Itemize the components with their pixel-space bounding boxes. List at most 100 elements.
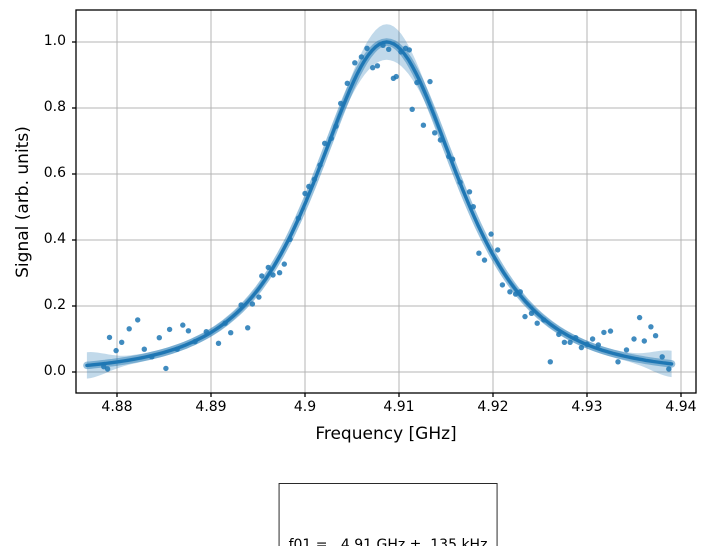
- data-point: [432, 130, 438, 136]
- grid-lines: [76, 10, 696, 393]
- data-point: [380, 42, 386, 48]
- data-point: [352, 60, 358, 66]
- data-point: [192, 338, 198, 345]
- data-point: [203, 329, 209, 335]
- data-point: [156, 335, 162, 341]
- data-point: [281, 261, 287, 267]
- data-point: [270, 272, 276, 278]
- data-point: [512, 291, 519, 297]
- data-point: [245, 325, 251, 331]
- data-point: [409, 106, 415, 113]
- data-point: [406, 47, 412, 53]
- y-tick-label: 0.0: [43, 363, 66, 379]
- data-point: [615, 359, 621, 365]
- data-point: [306, 183, 312, 190]
- y-tick-label: 1.0: [43, 33, 66, 49]
- data-point: [446, 153, 452, 160]
- y-tick-label: 0.4: [43, 231, 66, 247]
- data-point: [578, 344, 585, 351]
- data-point: [631, 336, 637, 342]
- data-point: [166, 326, 173, 333]
- data-point: [541, 317, 547, 323]
- data-point: [302, 190, 308, 197]
- data-point: [499, 282, 506, 288]
- data-point: [344, 80, 350, 87]
- data-point: [328, 135, 334, 142]
- data-point: [457, 179, 463, 185]
- data-point: [466, 189, 473, 195]
- data-point: [449, 156, 456, 162]
- y-tick-label: 0.2: [43, 297, 66, 313]
- x-tick-label: 4.88: [101, 399, 133, 415]
- data-point: [256, 294, 262, 300]
- data-point: [287, 236, 293, 242]
- fit-result-box: f01 = 4.91 GHz ± 135 kHz reduced-χ2 = 0.…: [278, 483, 498, 546]
- x-tick-label: 4.92: [477, 399, 509, 415]
- data-point: [648, 324, 654, 330]
- data-point: [317, 162, 323, 168]
- data-point: [311, 176, 318, 182]
- fit-curve: [85, 40, 674, 368]
- data-point: [488, 231, 494, 237]
- data-point: [163, 365, 169, 372]
- data-point: [589, 336, 596, 342]
- data-point: [358, 54, 365, 60]
- data-point: [652, 333, 659, 339]
- confidence-band: [86, 24, 672, 379]
- data-point: [295, 215, 302, 221]
- data-point: [393, 73, 399, 80]
- y-tick-label: 0.8: [43, 99, 66, 115]
- data-point: [556, 331, 562, 338]
- data-point: [427, 78, 433, 85]
- data-point: [149, 354, 155, 360]
- data-point: [561, 339, 568, 345]
- data-point: [222, 320, 228, 326]
- data-point: [547, 359, 553, 365]
- data-point: [495, 247, 501, 253]
- data-point: [106, 334, 113, 341]
- data-point: [601, 329, 607, 336]
- data-point: [238, 302, 244, 308]
- data-point: [420, 122, 427, 128]
- fit-f01-line: f01 = 4.91 GHz ± 135 kHz: [288, 537, 488, 546]
- data-point: [185, 328, 192, 334]
- data-point: [364, 45, 370, 51]
- data-point: [641, 338, 647, 344]
- data-point: [607, 328, 614, 334]
- data-point: [249, 301, 256, 307]
- data-point: [386, 46, 392, 52]
- data-point: [374, 63, 381, 69]
- data-point: [528, 310, 535, 316]
- x-tick-label: 4.9: [293, 399, 317, 415]
- data-point: [174, 346, 180, 352]
- axes-spines: [75, 9, 697, 394]
- data-point: [636, 314, 643, 321]
- data-point: [666, 366, 672, 372]
- data-point: [259, 273, 265, 279]
- y-tick-label: 0.6: [43, 165, 66, 181]
- tick-marks: [72, 41, 682, 397]
- data-point: [215, 340, 222, 346]
- data-point: [141, 346, 147, 352]
- data-points: [101, 42, 672, 372]
- data-point: [126, 326, 132, 332]
- data-point: [595, 342, 601, 348]
- x-tick-label: 4.93: [571, 399, 603, 415]
- data-point: [414, 79, 420, 86]
- data-point: [135, 317, 141, 323]
- data-point: [228, 330, 234, 336]
- data-point: [623, 347, 630, 353]
- data-point: [333, 123, 339, 129]
- data-point: [437, 137, 444, 143]
- data-point: [113, 347, 119, 354]
- data-point: [584, 341, 590, 347]
- x-tick-label: 4.94: [665, 399, 697, 415]
- data-point: [470, 204, 476, 210]
- data-point: [370, 65, 376, 71]
- data-point: [476, 250, 482, 256]
- data-point: [522, 313, 528, 320]
- data-point: [534, 320, 540, 326]
- x-tick-label: 4.89: [195, 399, 227, 415]
